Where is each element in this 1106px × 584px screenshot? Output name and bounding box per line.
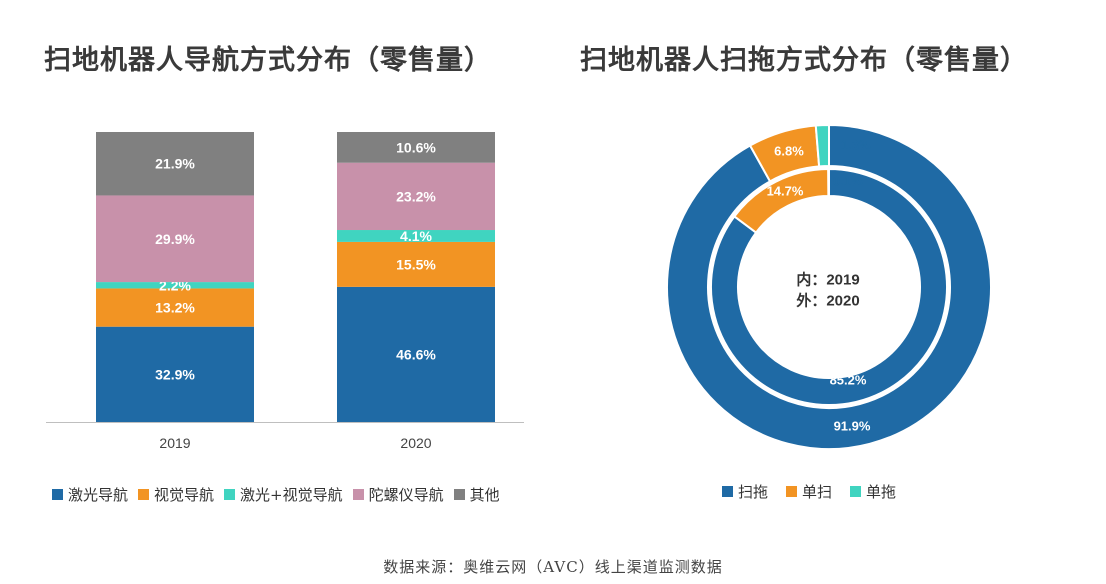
legend-item-gyro: 陀螺仪导航 xyxy=(352,484,444,505)
legend-label-mop-only: 单拖 xyxy=(866,483,897,501)
donut-label-inner-1: 14.7% xyxy=(767,184,804,199)
donut-label-inner-0: 85.2% xyxy=(830,373,867,388)
bar-chart-legend: 激光导航 视觉导航 激光+视觉导航 陀螺仪导航 其他 xyxy=(52,484,500,505)
bar-label-2020-4: 10.6% xyxy=(396,139,436,155)
bar-segment-2019-1 xyxy=(96,288,254,327)
donut-center-outer-label: 外：2020 xyxy=(795,292,859,310)
bar-segment-2020-4 xyxy=(337,132,495,163)
bar-label-2020-3: 23.2% xyxy=(396,188,436,204)
legend-label-vision: 视觉导航 xyxy=(154,486,215,504)
legend-swatch-laser xyxy=(52,489,63,500)
legend-item-laser: 激光导航 xyxy=(52,484,128,505)
x-tick-2019: 2019 xyxy=(159,435,190,451)
legend-item-mop-only: 单拖 xyxy=(850,481,896,502)
bar-segment-2019-2 xyxy=(96,282,254,289)
legend-swatch-mop-only xyxy=(850,486,862,497)
bar-segment-2019-3 xyxy=(96,195,254,283)
bar-segment-2019-4 xyxy=(96,132,254,196)
legend-swatch-laser-vision xyxy=(224,489,236,500)
donut-chart-legend: 扫拖 单扫 单拖 xyxy=(722,481,896,502)
right-chart-title: 扫地机器人扫拖方式分布（零售量） xyxy=(580,45,1028,76)
legend-item-other: 其他 xyxy=(453,484,500,505)
donut-label-outer-2: 1.3% xyxy=(841,138,871,153)
legend-swatch-gyro xyxy=(352,489,364,500)
legend-label-gyro: 陀螺仪导航 xyxy=(368,486,444,504)
legend-swatch-other xyxy=(453,489,465,500)
donut-label-outer-0: 91.9% xyxy=(834,419,871,434)
bar-segment-2020-1 xyxy=(337,241,495,287)
bar-label-2019-4: 21.9% xyxy=(155,156,195,172)
legend-label-other: 其他 xyxy=(469,486,500,504)
bar-label-2019-3: 29.9% xyxy=(155,231,195,247)
legend-swatch-vision xyxy=(138,489,150,500)
x-tick-2020: 2020 xyxy=(400,435,431,451)
data-source-note: 数据来源：奥维云网（AVC）线上渠道监测数据 xyxy=(383,558,723,576)
legend-label-laser: 激光导航 xyxy=(68,486,129,504)
legend-item-sweep-only: 单扫 xyxy=(786,481,832,502)
left-chart-title: 扫地机器人导航方式分布（零售量） xyxy=(44,45,492,76)
bar-label-2019-1: 13.2% xyxy=(155,300,195,316)
bar-segment-2020-2 xyxy=(337,230,495,242)
legend-item-laser-vision: 激光+视觉导航 xyxy=(224,484,343,505)
donut-label-inner-2: 0.1% xyxy=(833,174,863,189)
bar-segment-2019-0 xyxy=(96,326,254,422)
legend-label-sweep-mop: 扫拖 xyxy=(738,483,769,501)
bar-segment-2020-3 xyxy=(337,162,495,231)
bar-label-2019-0: 32.9% xyxy=(155,366,195,382)
legend-label-laser-vision: 激光+视觉导航 xyxy=(240,486,343,504)
legend-item-sweep-mop: 扫拖 xyxy=(722,481,768,502)
donut-slice-inner-2 xyxy=(827,167,830,198)
donut-slice-inner-0 xyxy=(710,167,948,406)
legend-swatch-sweep-only xyxy=(786,486,798,497)
legend-swatch-sweep-mop xyxy=(722,486,733,497)
donut-slice-outer-2 xyxy=(814,123,830,168)
legend-label-sweep-only: 单扫 xyxy=(802,483,833,501)
legend-item-vision: 视觉导航 xyxy=(138,484,214,505)
bar-label-2020-1: 15.5% xyxy=(396,256,436,272)
donut-center-inner-label: 内：2019 xyxy=(796,271,859,289)
bar-segment-2020-0 xyxy=(337,286,495,422)
bar-label-2020-0: 46.6% xyxy=(396,346,436,362)
bar-label-2020-2: 4.1% xyxy=(400,228,432,244)
donut-label-outer-1: 6.8% xyxy=(774,144,804,159)
donut-slice-outer-0 xyxy=(666,123,992,450)
